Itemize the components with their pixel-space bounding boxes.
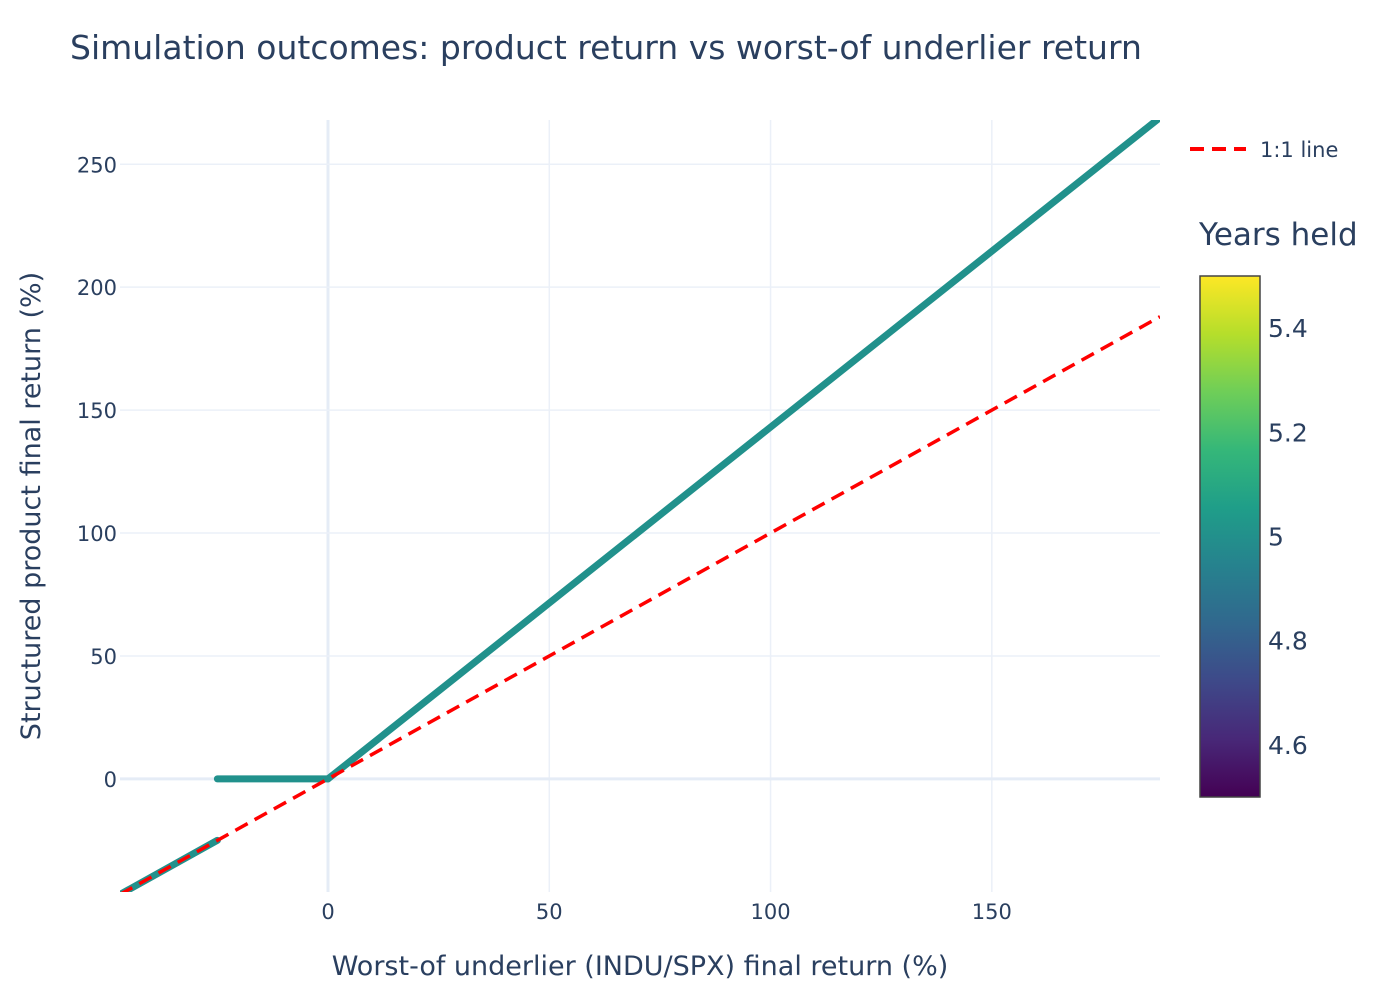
- colorbar-tick-label: 4.8: [1268, 627, 1308, 656]
- y-tick-label: 150: [77, 399, 117, 423]
- identity-line: [120, 315, 1160, 892]
- scatter-points-segment: [324, 120, 1160, 783]
- y-tick-label: 250: [77, 153, 117, 177]
- colorbar-title: Years held: [1198, 217, 1358, 253]
- colorbar-gradient: [1199, 275, 1261, 798]
- legend[interactable]: 1:1 line: [1190, 138, 1338, 162]
- plot-area: [120, 120, 1160, 892]
- colorbar-tick-label: 5.4: [1268, 314, 1308, 343]
- y-tick-label: 50: [90, 645, 117, 669]
- y-tick-label: 100: [77, 522, 117, 546]
- y-tick-label: 200: [77, 276, 117, 300]
- x-tick-label: 0: [321, 900, 334, 924]
- x-tick-label: 100: [751, 900, 791, 924]
- colorbar-tick-label: 5: [1268, 523, 1284, 552]
- x-axis-title: Worst-of underlier (INDU/SPX) final retu…: [332, 951, 949, 982]
- colorbar-tick-label: 5.2: [1268, 418, 1308, 447]
- x-tick-label: 50: [536, 900, 563, 924]
- legend-item-identity-line[interactable]: 1:1 line: [1260, 138, 1338, 162]
- colorbar-tick-label: 4.6: [1268, 731, 1308, 760]
- x-tick-label: 150: [972, 900, 1012, 924]
- y-tick-label: 0: [104, 768, 117, 792]
- chart-title: Simulation outcomes: product return vs w…: [70, 28, 1142, 67]
- colorbar: Years held 4.6 4.8 5 5.2 5.4: [1198, 217, 1358, 798]
- axis-ticks: 0 50 100 150 0 50 100 150 200 250: [77, 153, 1012, 924]
- y-axis-title: Structured product final return (%): [16, 272, 47, 740]
